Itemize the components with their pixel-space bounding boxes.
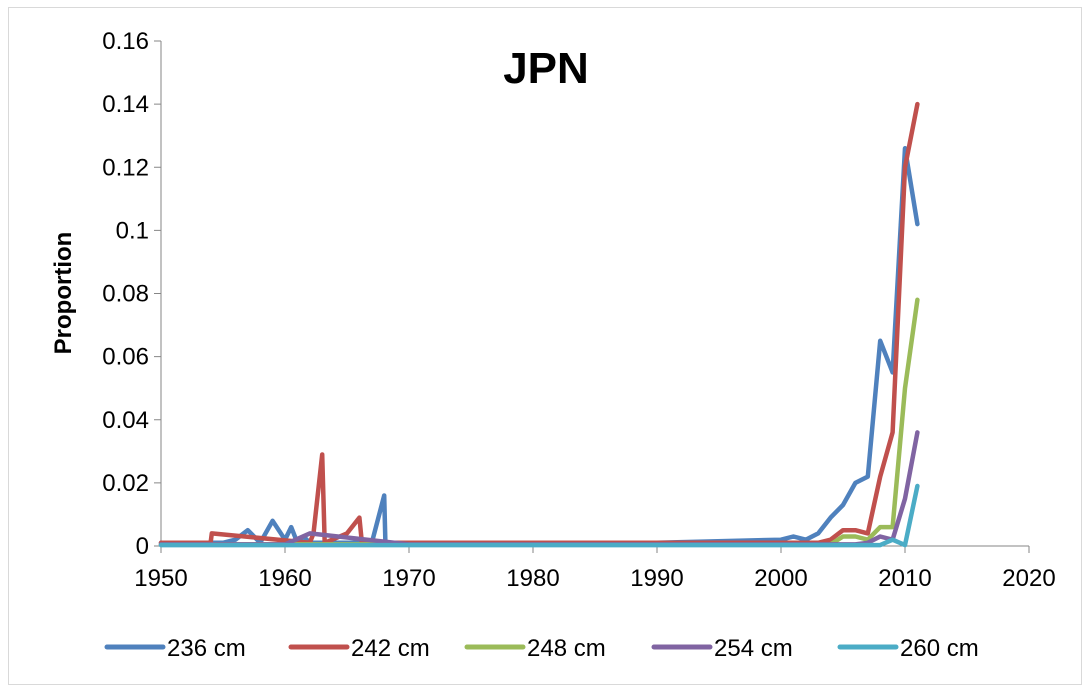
x-tick-label: 1960 [258, 565, 311, 592]
legend: 236 cm 242 cm 248 cm 254 cm 260 cm [104, 635, 979, 662]
y-tick-label: 0.02 [102, 470, 149, 497]
x-tick-label: 1950 [134, 565, 187, 592]
x-tick-label: 1970 [382, 565, 435, 592]
legend-label: 248 cm [527, 635, 606, 662]
series-line-3 [158, 297, 920, 547]
y-axis: 0 0.02 0.04 0.06 0.08 0.1 0.12 0.14 0.16 [102, 28, 162, 560]
plot-area [158, 101, 920, 548]
y-tick-label: 0.16 [102, 28, 149, 55]
y-tick-label: 0.04 [102, 407, 149, 434]
chart-frame: JPN Proportion 0 0.02 0.04 0.06 0.08 0.1 0.12 0… [8, 7, 1082, 685]
x-tick-label: 2020 [1002, 565, 1055, 592]
chart-title: JPN [503, 44, 589, 93]
x-tick-label: 1980 [506, 565, 559, 592]
y-tick-label: 0 [136, 533, 149, 560]
legend-label: 260 cm [900, 635, 979, 662]
x-tick-label: 2000 [754, 565, 807, 592]
x-axis: 1950 1960 1970 1980 1990 2000 2010 2020 [134, 545, 1056, 592]
y-tick-label: 0.12 [102, 154, 149, 181]
series-line-2 [158, 101, 920, 546]
y-tick-label: 0.1 [116, 217, 149, 244]
y-tick-label: 0.14 [102, 91, 149, 118]
x-tick-label: 2010 [878, 565, 931, 592]
y-axis-title: Proportion [50, 232, 77, 355]
series-line-1 [158, 146, 920, 546]
legend-label: 254 cm [714, 635, 793, 662]
x-tick-label: 1990 [630, 565, 683, 592]
legend-label: 236 cm [167, 635, 246, 662]
y-tick-label: 0.06 [102, 344, 149, 371]
series-line-5 [158, 483, 920, 548]
line-chart: JPN Proportion 00.020.040.060.080.10.120… [50, 28, 1056, 662]
y-tick-label: 0.08 [102, 281, 149, 308]
legend-label: 242 cm [351, 635, 430, 662]
